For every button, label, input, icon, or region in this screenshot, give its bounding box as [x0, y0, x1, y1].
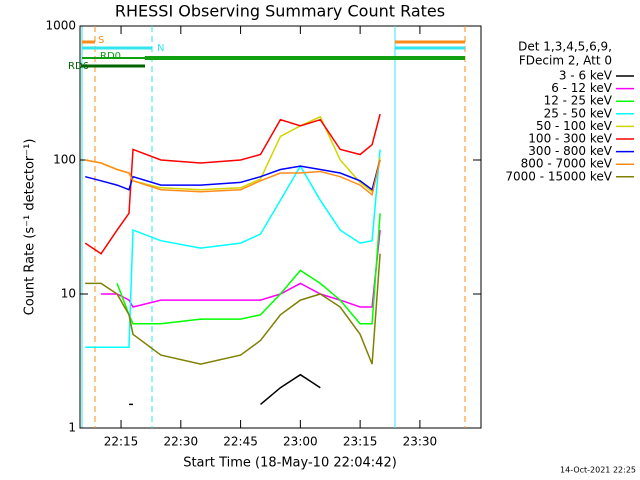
series-line: [85, 253, 381, 365]
status-label: RD6: [68, 61, 89, 72]
series-line: [85, 115, 381, 194]
legend-label: 3 - 6 keV: [559, 69, 613, 83]
status-bars: [82, 40, 465, 68]
series-line: [85, 159, 381, 191]
legend-label: 6 - 12 keV: [551, 81, 613, 95]
legend-label: 800 - 7000 keV: [521, 157, 613, 171]
status-label: RD0: [100, 51, 121, 62]
y-tick-label: 100: [53, 153, 76, 167]
series-line: [85, 149, 381, 349]
footer: 14-Oct-2021 22:25: [560, 466, 636, 475]
legend-label: 25 - 50 keV: [544, 106, 613, 120]
x-tick-label: 22:30: [164, 435, 199, 449]
y-tick-label: 1000: [45, 19, 76, 33]
series-line: [85, 159, 381, 197]
status-label: N: [157, 43, 164, 54]
x-tick-label: 22:45: [223, 435, 258, 449]
series-line: [116, 213, 381, 325]
y-tick-label: 1: [68, 421, 76, 435]
legend-label: 100 - 300 keV: [528, 132, 612, 146]
legend-header: FDecim 2, Att 0: [519, 54, 612, 68]
x-tick-label: 23:00: [283, 435, 318, 449]
legend-label: 7000 - 15000 keV: [505, 169, 612, 183]
x-tick-label: 23:30: [403, 435, 438, 449]
plot-frame: [79, 25, 482, 429]
legend-label: 300 - 800 keV: [528, 144, 612, 158]
series-line: [101, 230, 381, 308]
status-label: S: [98, 35, 104, 46]
series-line: [84, 113, 381, 255]
x-tick-label: 23:15: [343, 435, 378, 449]
y-tick-label: 10: [61, 287, 76, 301]
y-axis-label: Count Rate (s⁻¹ detector⁻¹): [23, 139, 38, 316]
x-axis-label: Start Time (18-May-10 22:04:42): [183, 456, 397, 471]
legend-label: 50 - 100 keV: [536, 119, 613, 133]
legend-header: Det 1,3,4,5,6,9,: [518, 40, 612, 54]
chart-title: RHESSI Observing Summary Count Rates: [115, 2, 445, 21]
x-tick-label: 22:15: [104, 435, 139, 449]
legend-label: 12 - 25 keV: [544, 94, 613, 108]
